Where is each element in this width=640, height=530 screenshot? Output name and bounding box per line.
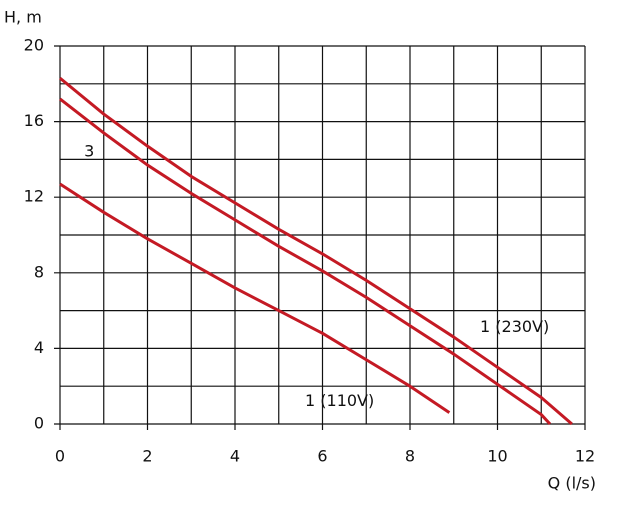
annotation: 1 (230V) — [480, 317, 549, 336]
x-tick-label: 4 — [230, 447, 240, 466]
x-axis-label: Q (l/s) — [548, 474, 596, 493]
y-tick-label: 12 — [24, 187, 44, 206]
x-tick-label: 0 — [55, 447, 65, 466]
x-tick-label: 8 — [405, 447, 415, 466]
curve — [59, 182, 451, 414]
y-axis-label: H, m — [4, 8, 42, 27]
y-tick-label: 16 — [24, 111, 44, 130]
x-tick-label: 2 — [142, 447, 152, 466]
y-tick-label: 20 — [24, 36, 44, 55]
x-tick-label: 6 — [317, 447, 327, 466]
x-tick-label: 10 — [487, 447, 507, 466]
x-tick-label: 12 — [575, 447, 595, 466]
curve — [59, 76, 573, 426]
y-tick-label: 0 — [34, 414, 44, 433]
curve — [59, 97, 552, 426]
y-tick-label: 8 — [34, 262, 44, 281]
y-tick-label: 4 — [34, 338, 44, 357]
annotation: 1 (110V) — [305, 391, 374, 410]
annotation: 3 — [84, 141, 94, 160]
